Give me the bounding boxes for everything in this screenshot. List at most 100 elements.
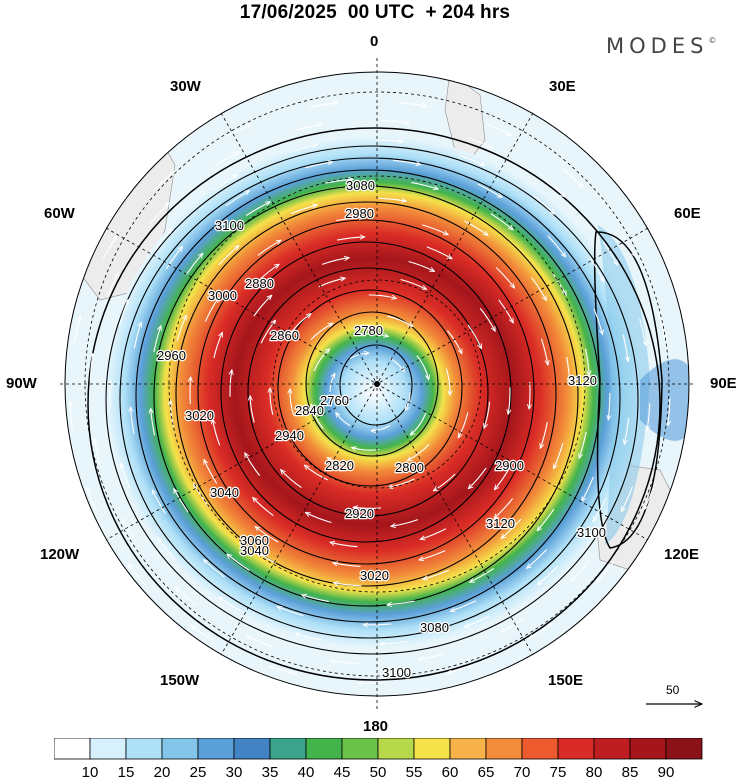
wind-streamline xyxy=(330,542,358,548)
lon-label-30w: 30W xyxy=(170,78,201,95)
wind-streamline xyxy=(597,561,615,582)
lon-label-30e: 30E xyxy=(549,78,576,95)
wind-streamline xyxy=(304,465,328,481)
brand-logo: MODES© xyxy=(606,34,717,58)
wind-streamline xyxy=(579,431,587,458)
colorbar-label: 65 xyxy=(477,764,495,781)
colorbar-label: 30 xyxy=(225,764,243,781)
wind-streamline xyxy=(508,387,510,414)
wind-streamline xyxy=(166,247,183,269)
wind-streamline xyxy=(290,314,311,333)
wind-streamline xyxy=(106,272,120,298)
polar-map: 2780 2760 2800 2820 2840 2860 2880 2900 2920 2940… xyxy=(60,58,694,712)
colorbar-swatch xyxy=(449,738,487,760)
wind-streamline xyxy=(464,615,490,627)
wind-streamline xyxy=(255,527,279,543)
wind-streamline xyxy=(621,233,636,257)
contour-label: 2880 xyxy=(245,276,274,291)
colorbar-swatch xyxy=(89,738,127,760)
wind-streamline xyxy=(464,220,488,235)
lon-label-60w: 60W xyxy=(44,205,75,222)
wind-streamline xyxy=(203,560,225,578)
contour-label: 2900 xyxy=(495,458,524,473)
wind-streamline xyxy=(485,123,511,136)
contour-label: 3040 xyxy=(240,543,269,558)
wind-streamline xyxy=(433,473,456,491)
colorbar-label: 85 xyxy=(621,764,639,781)
wind-streamline xyxy=(571,560,590,581)
contour-label: 3080 xyxy=(420,620,449,635)
wind-streamline xyxy=(447,664,474,673)
wind-streamline xyxy=(450,600,477,612)
wind-streamline xyxy=(281,470,302,489)
contour-label: 3020 xyxy=(360,568,389,583)
wind-streamline xyxy=(393,159,421,164)
wind-streamline xyxy=(73,316,80,343)
wind-streamline xyxy=(540,338,548,366)
wind-streamline xyxy=(260,320,276,344)
wind-streamline xyxy=(330,661,359,664)
colorbar-label: 75 xyxy=(549,764,567,781)
south-pole-marker xyxy=(374,381,380,387)
wind-streamline xyxy=(399,101,427,106)
lon-label-150w: 150W xyxy=(160,672,200,689)
wind-streamline xyxy=(529,381,530,409)
contour-label: 2760 xyxy=(320,393,349,408)
colorbar-swatch xyxy=(665,738,703,760)
wind-streamline xyxy=(318,278,346,288)
wind-streamline xyxy=(250,396,255,423)
lon-label-0: 0 xyxy=(370,33,379,50)
wind-streamline xyxy=(561,168,583,187)
wind-streamline xyxy=(422,224,448,236)
wind-streamline xyxy=(387,600,415,605)
wind-streamline xyxy=(253,295,272,317)
colorbar-swatch xyxy=(125,738,163,760)
wind-streamline xyxy=(411,181,438,189)
wind-streamline xyxy=(310,322,333,341)
wind-streamline xyxy=(445,368,450,396)
wind-streamline xyxy=(336,412,351,427)
lon-label-90e: 90E xyxy=(710,375,737,392)
wind-streamline xyxy=(547,235,566,257)
wind-streamline xyxy=(305,162,332,169)
wind-streamline xyxy=(378,197,407,201)
contour-label: 2960 xyxy=(157,348,186,363)
colorbar-label: 25 xyxy=(189,764,207,781)
wind-streamline xyxy=(227,554,250,571)
wind-streamline xyxy=(371,425,391,431)
wind-streamline xyxy=(321,258,349,265)
wind-streamline xyxy=(329,373,335,393)
wind-streamline xyxy=(490,213,513,230)
lon-label-150e: 150E xyxy=(548,672,584,689)
wind-speed-field xyxy=(106,136,642,648)
contour-label: 3020 xyxy=(185,408,214,423)
wind-streamline xyxy=(158,538,176,560)
wind-streamline xyxy=(538,565,559,585)
colorbar-swatch xyxy=(54,738,91,760)
wind-streamline xyxy=(537,508,555,531)
wind-streamline xyxy=(468,467,487,489)
wind-streamline xyxy=(494,498,514,519)
lon-label-120e: 120E xyxy=(664,546,700,563)
colorbar-swatch xyxy=(377,738,415,760)
colorbar-label: 80 xyxy=(585,764,603,781)
colorbar-label: 10 xyxy=(81,764,99,781)
wind-streamline xyxy=(531,277,547,301)
wind-streamline xyxy=(400,278,427,290)
colorbar-label: 35 xyxy=(261,764,279,781)
wind-streamline xyxy=(128,564,146,586)
wind-streamline xyxy=(602,241,617,265)
wind-streamline xyxy=(336,237,365,241)
wind-streamline xyxy=(418,653,446,660)
wind-streamline xyxy=(593,308,603,335)
wind-streamline xyxy=(86,487,98,513)
wind-streamline xyxy=(498,299,514,323)
wind-streamline xyxy=(123,519,138,543)
wind-streamline xyxy=(446,330,463,354)
wind-streamline xyxy=(90,354,93,381)
wind-streamline xyxy=(647,403,650,430)
wind-streamline xyxy=(247,635,273,648)
lon-label-60e: 60E xyxy=(674,205,701,222)
lon-label-90w: 90W xyxy=(6,375,37,392)
wind-streamline xyxy=(302,595,329,603)
